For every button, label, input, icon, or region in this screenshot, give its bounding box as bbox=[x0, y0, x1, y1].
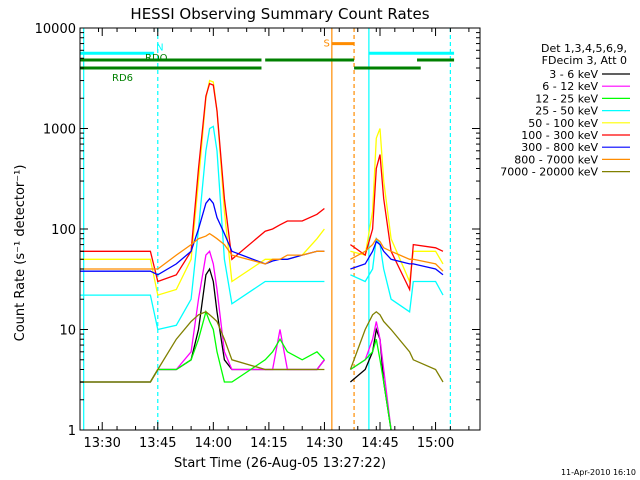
series-line-after-gap-3 bbox=[350, 236, 444, 313]
x-tick-label: 15:00 bbox=[417, 436, 454, 451]
x-tick-label: 14:15 bbox=[250, 436, 287, 451]
legend-entry-label: 50 - 100 keV bbox=[528, 117, 598, 130]
legend-entry-label: 3 - 6 keV bbox=[549, 68, 598, 81]
series-line-3 bbox=[80, 125, 325, 331]
x-tick-label: 13:30 bbox=[83, 436, 120, 451]
flag-label-n: N bbox=[156, 42, 163, 53]
footer-date: 11-Apr-2010 16:10 bbox=[561, 468, 636, 477]
y-tick-label: 10 bbox=[59, 324, 76, 339]
legend-header-line: Det 1,3,4,5,6,9, bbox=[541, 42, 627, 55]
series-line-after-gap-5 bbox=[350, 154, 444, 292]
legend-entry-label: 25 - 50 keV bbox=[535, 105, 598, 118]
legend-entry-label: 6 - 12 keV bbox=[542, 80, 598, 93]
y-axis-label: Count Rate (s⁻¹ detector⁻¹) bbox=[13, 165, 28, 342]
series-line-after-gap-4 bbox=[350, 128, 444, 284]
y-tick-label: 100 bbox=[51, 223, 76, 238]
series-line-after-gap-6 bbox=[350, 240, 444, 276]
x-tick-label: 14:30 bbox=[306, 436, 343, 451]
y-tick-label: 10000 bbox=[35, 22, 76, 37]
series-line-8 bbox=[80, 311, 325, 383]
series-line-after-gap-8 bbox=[349, 310, 444, 383]
series-line-6 bbox=[80, 197, 325, 276]
x-tick-label: 13:45 bbox=[139, 436, 176, 451]
y-tick-label: 1 bbox=[68, 424, 76, 439]
legend-entry-label: 300 - 800 keV bbox=[521, 141, 598, 154]
legend-header-line: FDecim 3, Att 0 bbox=[542, 54, 627, 67]
y-tick-label: 1000 bbox=[43, 123, 76, 138]
x-axis-label: Start Time (26-Aug-05 13:27:22) bbox=[174, 456, 386, 471]
legend-entry-label: 7000 - 20000 keV bbox=[500, 166, 598, 179]
series-line-after-gap-7 bbox=[350, 237, 444, 272]
flag-label-s: S bbox=[323, 39, 329, 50]
flag-label-rd6: RD6 bbox=[112, 73, 133, 84]
flag-label-rdo: RDO bbox=[145, 53, 168, 64]
chart-title: HESSI Observing Summary Count Rates bbox=[130, 5, 429, 23]
legend: Det 1,3,4,5,6,9,FDecim 3, Att 03 - 6 keV… bbox=[500, 42, 630, 179]
series-line-5 bbox=[80, 82, 325, 283]
series-line-7 bbox=[80, 232, 325, 270]
x-tick-label: 14:45 bbox=[361, 436, 398, 451]
legend-entry-label: 800 - 7000 keV bbox=[514, 153, 598, 166]
legend-entry-label: 100 - 300 keV bbox=[521, 129, 598, 142]
legend-entry-label: 12 - 25 keV bbox=[535, 92, 598, 105]
series-line-2 bbox=[80, 309, 325, 383]
series-line-after-gap-2 bbox=[350, 339, 392, 430]
x-tick-label: 14:00 bbox=[195, 436, 232, 451]
